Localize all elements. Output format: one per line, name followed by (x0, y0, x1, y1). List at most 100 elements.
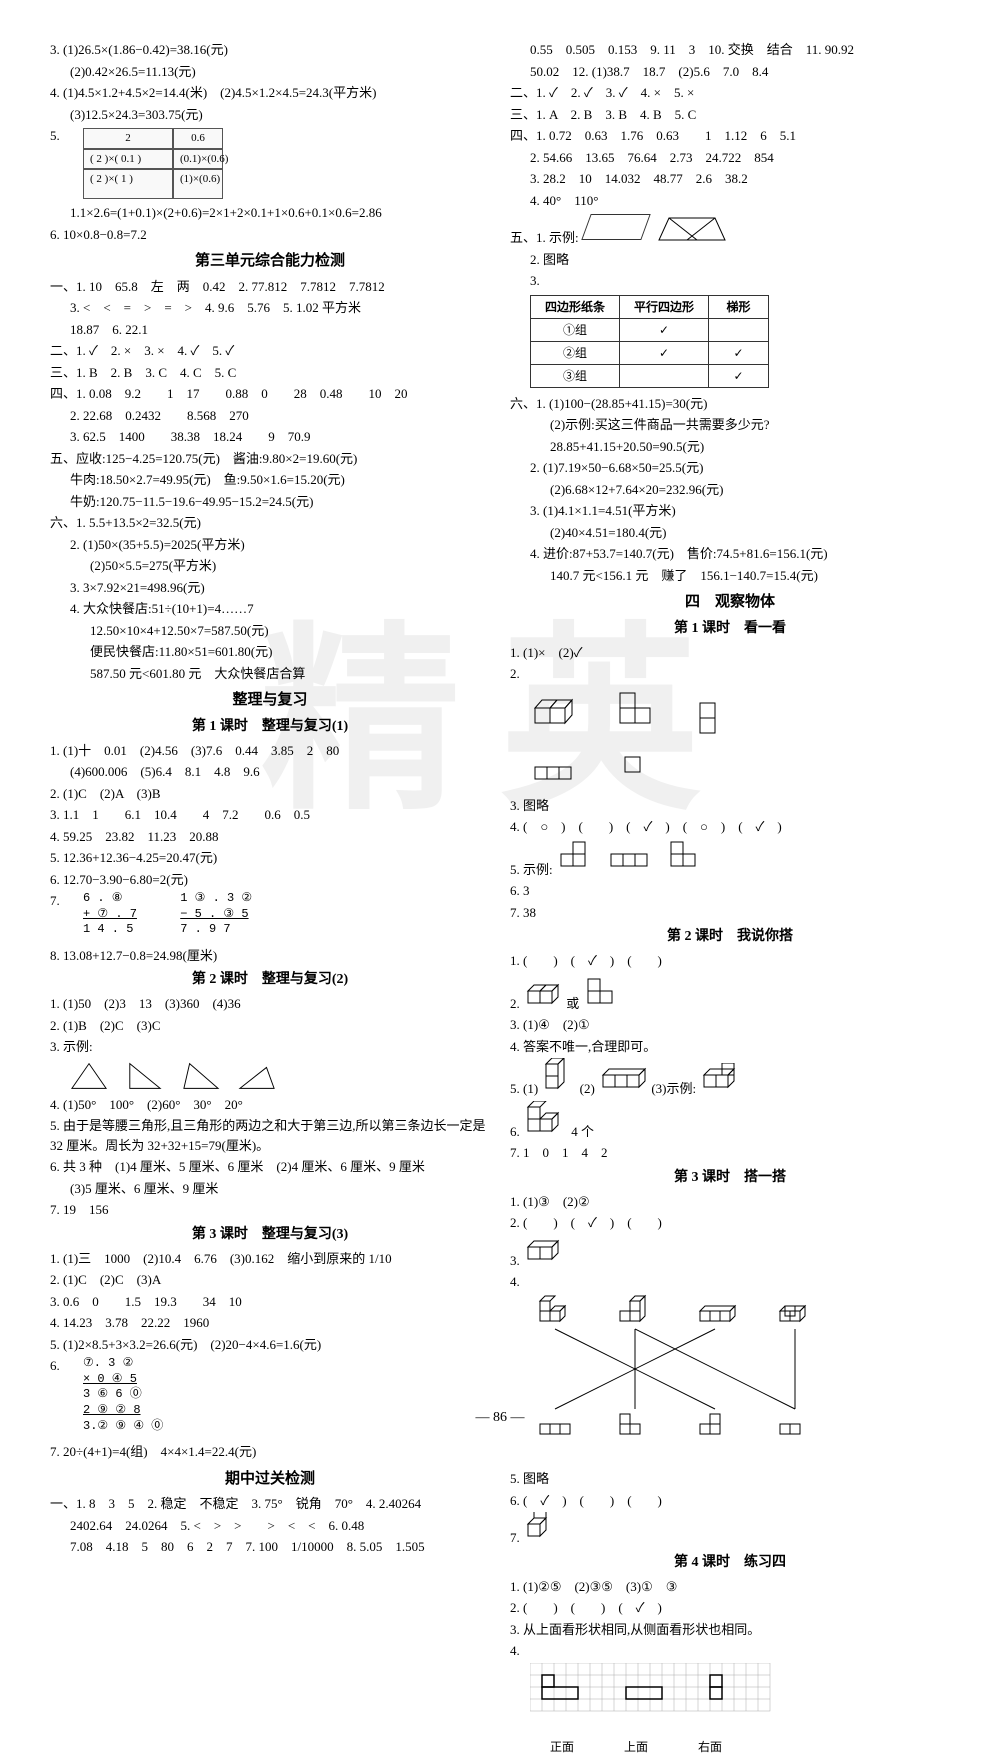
calc-row: 2 ⑨ ② 8 (83, 1403, 163, 1419)
text-line: 3. 从上面看形状相同,从侧面看形状也相同。 (510, 1620, 950, 1640)
text-line: 6. ( ✓ ) ( ) ( ) (510, 1491, 950, 1511)
text-line: 140.7 元<156.1 元 赚了 156.1−140.7=15.4(元) (510, 566, 950, 586)
cube-icon (690, 688, 740, 738)
triangle-icon (126, 1061, 164, 1091)
text-line: 3. < < = > = > 4. 9.6 5.76 5. 1.02 平方米 (50, 298, 490, 318)
cube-icon (523, 1235, 563, 1265)
cube-shapes-row (530, 688, 950, 738)
cube-icon (610, 688, 660, 738)
top-label: 2 (83, 128, 173, 149)
cube-icon (523, 1101, 568, 1136)
item-4: 4. (510, 1272, 950, 1292)
table-row: ③组 ✓ (531, 364, 769, 387)
text-line: 7. 38 (510, 903, 950, 923)
text-line: 四、1. 0.72 0.63 1.76 0.63 1 1.12 6 5.1 (510, 126, 950, 146)
cube-row-icon (556, 839, 756, 874)
table-header: 四边形纸条 (531, 295, 620, 318)
table-cell: ✓ (709, 341, 769, 364)
text-line: (2)40×4.51=180.4(元) (510, 523, 950, 543)
left-column: 3. (1)26.5×(1.86−0.42)=38.16(元) (2)0.42×… (50, 40, 490, 1756)
table-row: ②组 ✓ ✓ (531, 341, 769, 364)
text-line: (4)600.006 (5)6.4 8.1 4.8 9.6 (50, 762, 490, 782)
label: 5. (1) (510, 1081, 538, 1096)
table-cell: ✓ (620, 341, 709, 364)
triangle-icon (238, 1061, 276, 1091)
text-line: 5. 图略 (510, 1469, 950, 1489)
text-line: 4. (1)50° 100° (2)60° 30° 20° (50, 1095, 490, 1115)
cube-shapes-row (530, 742, 950, 792)
cube-icon (699, 1063, 744, 1093)
text-line: 牛肉:18.50×2.7=49.95(元) 鱼:9.50×1.6=15.20(元… (50, 470, 490, 490)
cube-icon (523, 973, 563, 1008)
text-line: 4. ( ○ ) ( ) ( ✓ ) ( ○ ) ( ✓ ) (510, 817, 950, 837)
text-line: 2. (1)B (2)C (3)C (50, 1016, 490, 1036)
u4-2-title: 第 2 课时 我说你搭 (510, 926, 950, 947)
item-5: 5. 2 0.6 ( 2 )×( 0.1 ) (0.1)×(0.6) ( 2 )… (50, 126, 490, 201)
calc-row: 1 4 . 5 (83, 922, 137, 938)
text-line: 18.87 6. 22.1 (50, 320, 490, 340)
text-line: 3. 3×7.92×21=498.96(元) (50, 578, 490, 598)
box-cell: (0.1)×(0.6) (173, 149, 223, 170)
text-line: 5. 示例: (510, 839, 950, 880)
label: 6. (510, 1124, 520, 1139)
text-line: 五、1. 示例: (510, 212, 950, 248)
quadrilateral-table: 四边形纸条 平行四边形 梯形 ①组 ✓ ②组 ✓ ✓ ③组 ✓ (530, 295, 769, 388)
text-line: 4. 答案不唯一,合理即可。 (510, 1037, 950, 1057)
table-cell: ✓ (620, 318, 709, 341)
view-label: 右面 (698, 1738, 722, 1756)
text-line: 一、1. 10 65.8 左 两 0.42 2. 77.812 7.7812 7… (50, 277, 490, 297)
cube-icon (530, 688, 580, 738)
text-line: 0.55 0.505 0.153 9. 11 3 10. 交换 结合 11. 9… (510, 40, 950, 60)
label: 3. 示例: (50, 1039, 93, 1054)
label: 5. 示例: (510, 862, 553, 877)
text-line: 五、应收:125−4.25=120.75(元) 酱油:9.80×2=19.60(… (50, 449, 490, 469)
calc-row: 6 . ⑧ (83, 891, 137, 907)
text-line: 3. (1)26.5×(1.86−0.42)=38.16(元) (50, 40, 490, 60)
text-line: 便民快餐店:11.80×51=601.80(元) (50, 642, 490, 662)
top-label-r: 0.6 (173, 128, 223, 149)
calc-row: × 0 ④ 5 (83, 1372, 163, 1388)
midterm-title: 期中过关检测 (50, 1468, 490, 1491)
text-line: 2. ( ) ( ) ( ✓ ) (510, 1598, 950, 1618)
box-cell: ( 2 )×( 1 ) (83, 169, 173, 199)
text-line: 2. (1)50×(35+5.5)=2025(平方米) (50, 535, 490, 555)
triangle-examples (70, 1061, 490, 1091)
item-4: 4. (510, 1641, 950, 1661)
cube-icon (523, 1512, 563, 1542)
table-cell (709, 318, 769, 341)
unit3-title: 第三单元综合能力检测 (50, 250, 490, 273)
text-line: 6. 10×0.8−0.8=7.2 (50, 225, 490, 245)
text-line: 3. 0.6 0 1.5 19.3 34 10 (50, 1292, 490, 1312)
count-text: 4 个 (571, 1124, 594, 1139)
text-line: 4. 大众快餐店:51÷(10+1)=4……7 (50, 599, 490, 619)
text-line: (2)示例:买这三件商品一共需要多少元? (510, 415, 950, 435)
label: (3)示例: (651, 1081, 696, 1096)
item-6: 6. 4 个 (510, 1101, 950, 1142)
label: 2. (510, 996, 520, 1011)
text-line: 2. 54.66 13.65 76.64 2.73 24.722 854 (510, 148, 950, 168)
text-line: 2. 图略 (510, 250, 950, 270)
text-line: 3. 62.5 1400 38.38 18.24 9 70.9 (50, 427, 490, 447)
table-cell: ✓ (709, 364, 769, 387)
cube-icon (610, 742, 660, 792)
text-line: 4. 59.25 23.82 11.23 20.88 (50, 827, 490, 847)
text-line: 50.02 12. (1)38.7 18.7 (2)5.6 7.0 8.4 (510, 62, 950, 82)
text-line: 六、1. 5.5+13.5×2=32.5(元) (50, 513, 490, 533)
text-line: 7. 1 0 1 4 2 (510, 1143, 950, 1163)
vertical-sub: 1 ③ . 3 ② − 5 . ③ 5 7 . 9 7 (180, 891, 252, 938)
u4-1-title: 第 1 课时 看一看 (510, 618, 950, 639)
text-line: 7.08 4.18 5 80 6 2 7 7. 100 1/10000 8. 5… (50, 1537, 490, 1557)
box-cell: (1)×(0.6) (173, 169, 223, 199)
table-row: ①组 ✓ (531, 318, 769, 341)
table-cell: ③组 (531, 364, 620, 387)
text-line: 3. (1)④ (2)① (510, 1015, 950, 1035)
text-line: 12.50×10×4+12.50×7=587.50(元) (50, 621, 490, 641)
text-line: 二、1. ✓ 2. × 3. × 4. ✓ 5. ✓ (50, 341, 490, 361)
item-6-mult: 6. ⑦. 3 ② × 0 ④ 5 3 ⑥ 6 ⓪ 2 ⑨ ② 8 3.② ⑨ … (50, 1356, 490, 1440)
u4-3-title: 第 3 课时 搭一搭 (510, 1167, 950, 1188)
calc-row: ⑦. 3 ② (83, 1356, 163, 1372)
text-line: 3. 示例: (50, 1037, 490, 1057)
text-line: 1. (1)③ (2)② (510, 1192, 950, 1212)
label: 4. (510, 1274, 520, 1289)
text-line: 一、1. 8 3 5 2. 稳定 不稳定 3. 75° 锐角 70° 4. 2.… (50, 1494, 490, 1514)
